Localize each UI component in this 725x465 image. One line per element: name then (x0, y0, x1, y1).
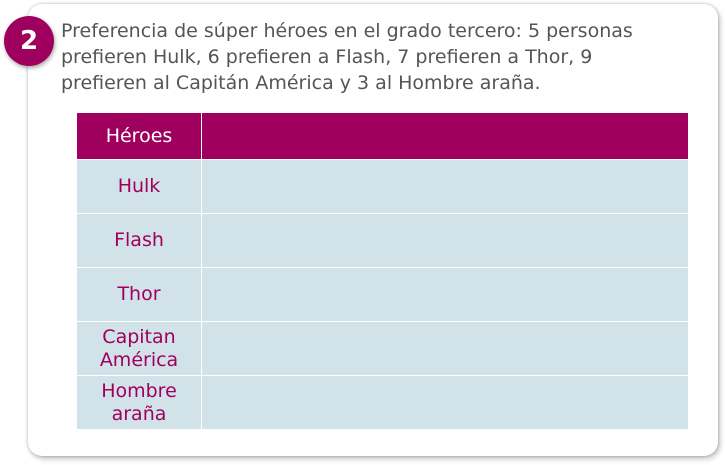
hero-name: Flash (114, 229, 164, 251)
table-row: Flash (76, 213, 689, 268)
hero-name-cell: Hombre araña (76, 375, 202, 430)
table-row: Capitan América (76, 321, 689, 376)
value-cell[interactable] (201, 375, 689, 430)
value-cell[interactable] (201, 213, 689, 268)
hero-name: Thor (117, 283, 161, 305)
hero-name: Hulk (117, 175, 161, 197)
hero-name-cell: Hulk (76, 159, 202, 214)
header-heroes: Héroes (76, 112, 202, 160)
hero-name-line: Hombre (101, 379, 177, 402)
heroes-table: Héroes Hulk Flash Thor Capitan América Ho… (76, 112, 689, 430)
prompt-line: prefieren al Capitán América y 3 al Homb… (61, 72, 541, 94)
table-header-row: Héroes (76, 112, 689, 160)
exercise-number-badge: 2 (4, 16, 54, 66)
header-value (201, 112, 689, 160)
value-cell[interactable] (201, 267, 689, 322)
table-row: Thor (76, 267, 689, 322)
hero-name-line: Capitan (102, 325, 176, 348)
table-row: Hulk (76, 159, 689, 214)
value-cell[interactable] (201, 321, 689, 376)
table-row: Hombre araña (76, 375, 689, 430)
exercise-prompt: Preferencia de súper héroes en el grado … (61, 18, 711, 96)
hero-name-cell: Flash (76, 213, 202, 268)
hero-name-cell: Capitan América (76, 321, 202, 376)
prompt-line: prefieren Hulk, 6 prefieren a Flash, 7 p… (61, 46, 593, 68)
hero-name-cell: Thor (76, 267, 202, 322)
prompt-line: Preferencia de súper héroes en el grado … (61, 20, 633, 42)
value-cell[interactable] (201, 159, 689, 214)
hero-name-line: América (99, 348, 179, 371)
hero-name-line: araña (111, 402, 167, 425)
